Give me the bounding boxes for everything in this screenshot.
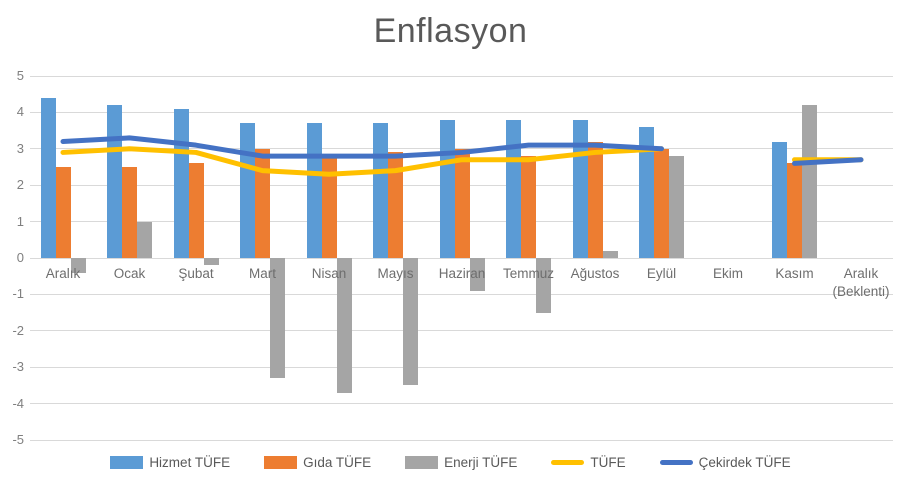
gridline-y-1 — [30, 293, 893, 295]
bar-enerji-t-fe-ubat — [203, 258, 219, 266]
bar-hizmet-t-fe-kas-m — [772, 141, 787, 258]
legend-item-enerji-t-fe: Enerji TÜFE — [405, 455, 517, 470]
bar-enerji-t-fe-aral-k — [70, 258, 86, 273]
x-axis-label-kas-m: Kasım — [775, 266, 814, 281]
y-axis-tick-label: 0 — [16, 250, 24, 265]
bar-enerji-t-fe-a-ustos — [602, 250, 618, 258]
bar-hizmet-t-fe-nisan — [306, 123, 322, 258]
y-axis-tick-label: -3 — [12, 359, 24, 375]
bar-g-da-t-fe-a-ustos — [587, 141, 603, 258]
bar-enerji-t-fe-haziran — [469, 258, 485, 291]
y-axis-tick-label: 2 — [16, 177, 24, 193]
bar-g-da-t-fe-aral-k — [55, 167, 71, 258]
bar-g-da-t-fe-haziran — [454, 148, 470, 258]
bar-g-da-t-fe-mart — [255, 148, 270, 258]
y-axis-tick-label: -1 — [12, 286, 24, 302]
x-axis-label-ocak: Ocak — [113, 266, 146, 281]
gridline-y-5 — [30, 439, 893, 441]
x-axis-label-nisan: Nisan — [311, 266, 347, 281]
legend-item-g-da-t-fe: Gıda TÜFE — [264, 455, 371, 470]
chart-title: Enflasyon — [373, 12, 528, 50]
legend-label: Gıda TÜFE — [303, 455, 372, 470]
y-axis-tick-label: 1 — [16, 213, 24, 229]
y-axis-tick-label: 3 — [16, 140, 24, 156]
legend-label: Çekirdek TÜFE — [698, 455, 791, 470]
gridline-y-4 — [30, 403, 893, 405]
x-axis-label-may-s: Mayıs — [377, 266, 414, 281]
bar-hizmet-t-fe-eyl-l — [639, 126, 654, 258]
gridline-y4 — [30, 111, 893, 113]
gridline-y-2 — [30, 330, 893, 332]
legend-bar-swatch-icon — [110, 456, 144, 469]
legend-bar-swatch-icon — [405, 456, 439, 469]
gridline-y5 — [30, 75, 893, 77]
x-axis-label-haziran: Haziran — [438, 266, 486, 281]
legend-item-t-fe: TÜFE — [551, 455, 626, 470]
legend-label: Enerji TÜFE — [444, 455, 518, 470]
bar-hizmet-t-fe-haziran — [439, 119, 455, 258]
y-axis-tick-label: -4 — [12, 395, 24, 411]
bar-hizmet-t-fe-a-ustos — [572, 119, 588, 258]
bar-enerji-t-fe-temmuz — [536, 258, 551, 313]
bar-enerji-t-fe-may-s — [403, 258, 418, 386]
y-axis-tick-label: -5 — [12, 432, 24, 447]
chart-legend: Hizmet TÜFE Gıda TÜFE Enerji TÜFE TÜFE Çekir… — [0, 455, 901, 470]
bar-enerji-t-fe-mart — [270, 258, 285, 379]
bar-g-da-t-fe-eyl-l — [654, 148, 669, 258]
bar-enerji-t-fe-eyl-l — [669, 156, 684, 258]
bar-g-da-t-fe-ubat — [188, 163, 204, 258]
x-axis-label-aral-k: Aralık — [45, 266, 81, 281]
bar-enerji-t-fe-kas-m — [802, 105, 817, 258]
bar-hizmet-t-fe-temmuz — [506, 119, 521, 258]
bar-hizmet-t-fe-ocak — [107, 105, 122, 258]
bar-g-da-t-fe-ocak — [122, 167, 137, 258]
gridline-y-3 — [30, 366, 893, 368]
bar-enerji-t-fe-ocak — [137, 221, 152, 258]
x-axis-label-temmuz: Temmuz — [502, 266, 554, 281]
y-axis-tick-label: -2 — [12, 322, 24, 338]
bar-hizmet-t-fe-may-s — [373, 123, 388, 258]
legend-label: Hizmet TÜFE — [149, 455, 231, 470]
x-axis-label-ekim: Ekim — [713, 266, 743, 281]
legend-label: TÜFE — [590, 455, 626, 470]
bar-g-da-t-fe-kas-m — [787, 163, 802, 258]
legend-line-swatch-icon — [659, 460, 693, 465]
bar-enerji-t-fe-nisan — [336, 258, 352, 393]
y-axis-tick-label: 5 — [16, 68, 24, 83]
bar-hizmet-t-fe-ubat — [173, 108, 189, 258]
bar-hizmet-t-fe-aral-k — [40, 97, 56, 258]
legend-item-ekirdek-t-fe: Çekirdek TÜFE — [659, 455, 791, 470]
bar-g-da-t-fe-nisan — [321, 156, 337, 258]
y-axis-tick-label: 4 — [16, 104, 24, 120]
x-axis-label-a-ustos: Ağustos — [570, 266, 620, 281]
bar-g-da-t-fe-may-s — [388, 152, 403, 258]
legend-bar-swatch-icon — [264, 456, 298, 469]
bar-hizmet-t-fe-mart — [240, 123, 255, 258]
legend-line-swatch-icon — [551, 460, 585, 465]
x-axis-label-eyl-l: Eylül — [646, 266, 677, 281]
legend-item-hizmet-t-fe: Hizmet TÜFE — [110, 455, 230, 470]
x-axis-label-ubat: Şubat — [178, 266, 214, 281]
x-axis-label-mart: Mart — [249, 266, 276, 281]
x-axis-label-aral-k-beklenti: Aralık (Beklenti) — [832, 266, 890, 299]
bar-g-da-t-fe-temmuz — [521, 156, 536, 258]
gridline-y0 — [30, 257, 893, 259]
